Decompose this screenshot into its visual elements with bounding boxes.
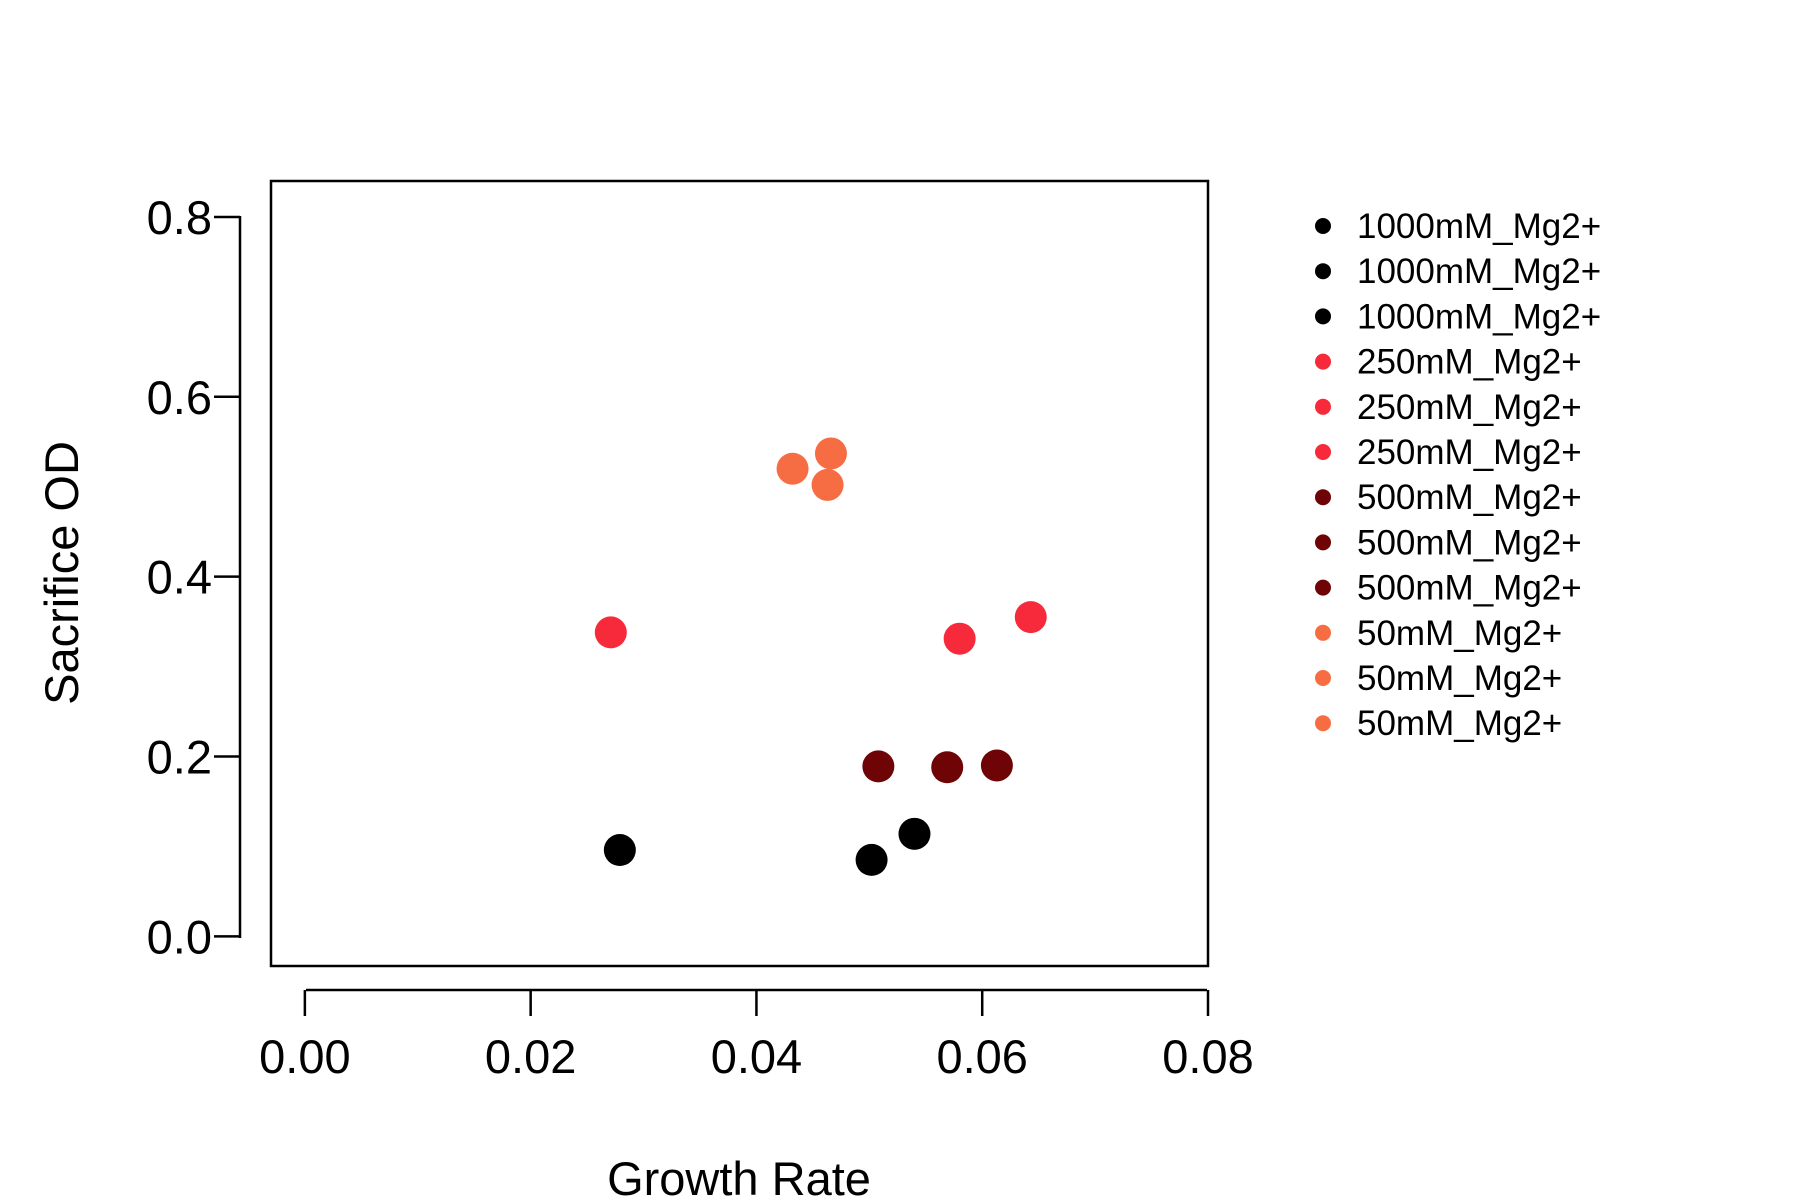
data-point <box>811 468 844 501</box>
legend-label: 250mM_Mg2+ <box>1357 343 1582 382</box>
data-point <box>776 452 809 485</box>
data-point <box>943 622 976 655</box>
legend-marker <box>1315 670 1331 686</box>
legend-label: 50mM_Mg2+ <box>1357 659 1562 698</box>
x-tick-label: 0.04 <box>711 1030 802 1083</box>
data-point <box>855 843 888 876</box>
x-axis-ticks: 0.00 0.02 0.04 0.06 0.08 <box>259 990 1254 1083</box>
legend-label: 500mM_Mg2+ <box>1357 478 1582 517</box>
legend-label: 250mM_Mg2+ <box>1357 388 1582 427</box>
y-axis-ticks: 0.0 0.2 0.4 0.6 0.8 <box>147 191 240 963</box>
x-tick-label: 0.00 <box>259 1030 350 1083</box>
legend-label: 1000mM_Mg2+ <box>1357 297 1601 336</box>
legend-label: 500mM_Mg2+ <box>1357 523 1582 562</box>
plot-frame <box>269 179 1210 968</box>
y-tick-label: 0.2 <box>147 730 212 783</box>
legend-marker <box>1315 398 1331 415</box>
y-tick-label: 0.6 <box>147 371 212 424</box>
y-axis-title: Sacrifice OD <box>35 441 88 705</box>
legend-marker <box>1315 489 1331 506</box>
legend-label: 250mM_Mg2+ <box>1357 433 1582 472</box>
legend-label: 1000mM_Mg2+ <box>1357 252 1601 291</box>
legend-marker <box>1315 715 1331 732</box>
x-tick-label: 0.02 <box>485 1030 576 1083</box>
data-points <box>594 437 1047 876</box>
legend-marker <box>1315 218 1331 234</box>
data-point <box>594 616 627 649</box>
y-tick-label: 0.4 <box>147 551 212 604</box>
data-point <box>603 834 636 867</box>
data-point <box>814 437 847 470</box>
legend-label: 50mM_Mg2+ <box>1357 614 1562 653</box>
x-tick-label: 0.06 <box>936 1030 1027 1083</box>
legend-marker <box>1315 579 1331 596</box>
legend-marker <box>1315 534 1331 551</box>
y-tick-label: 0.8 <box>147 191 212 244</box>
data-point <box>862 750 895 783</box>
data-point <box>980 749 1013 782</box>
x-axis-title: Growth Rate <box>607 1152 871 1200</box>
legend-marker <box>1315 263 1331 280</box>
legend: 1000mM_Mg2+ 1000mM_Mg2+ 1000mM_Mg2+ 250mM_M… <box>1315 207 1601 743</box>
data-point <box>898 817 931 850</box>
data-point <box>1014 601 1047 634</box>
data-point <box>931 751 964 784</box>
y-tick-label: 0.0 <box>147 910 212 963</box>
legend-label: 500mM_Mg2+ <box>1357 569 1582 608</box>
x-tick-label: 0.08 <box>1162 1030 1253 1083</box>
legend-marker <box>1315 353 1331 370</box>
legend-marker <box>1315 444 1331 460</box>
legend-marker <box>1315 308 1331 325</box>
legend-label: 1000mM_Mg2+ <box>1357 207 1601 246</box>
legend-marker <box>1315 624 1331 641</box>
legend-label: 50mM_Mg2+ <box>1357 704 1562 743</box>
